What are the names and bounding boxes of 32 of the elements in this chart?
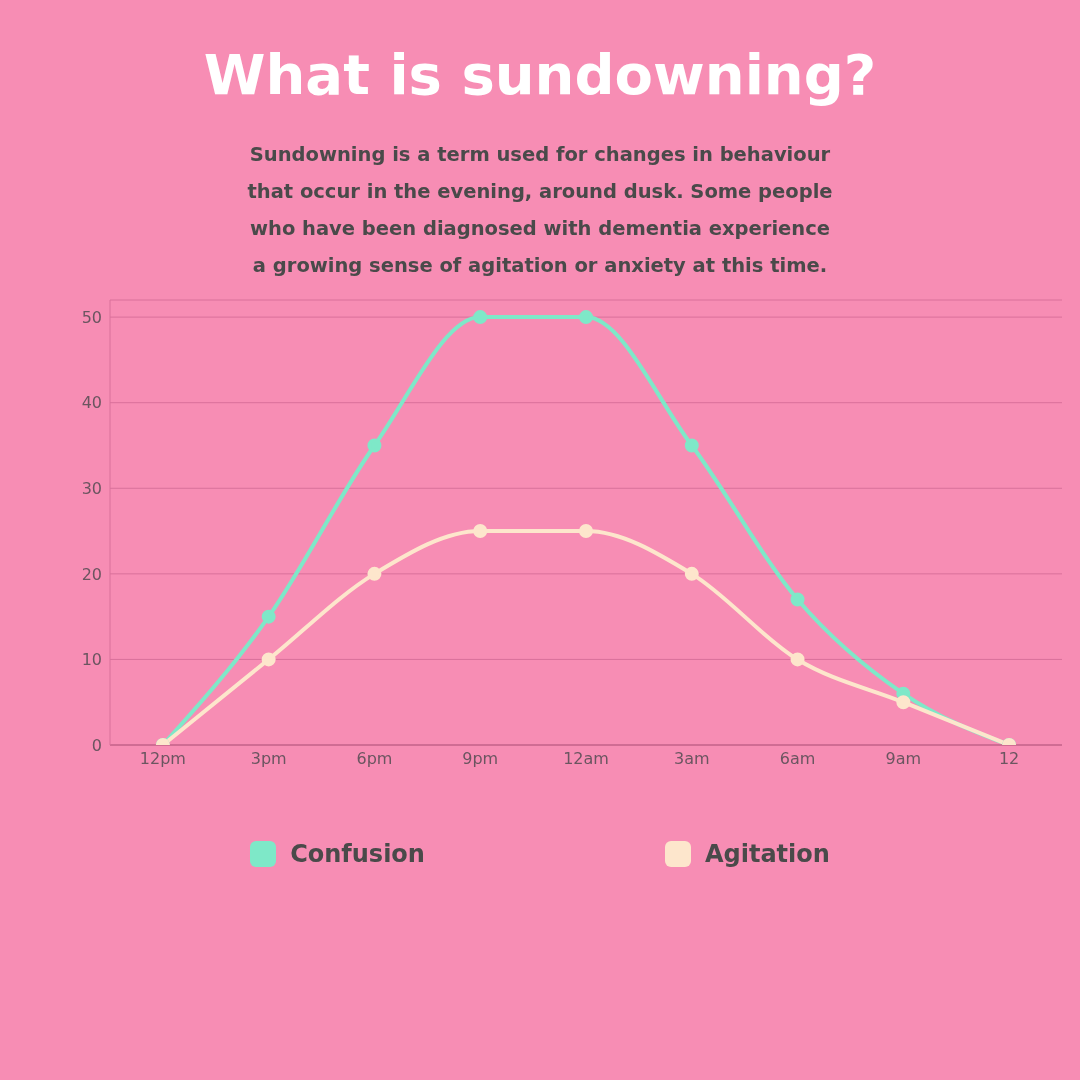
x-tick-label: 9am (885, 749, 922, 769)
y-tick-label: 40 (81, 393, 102, 413)
legend-label: Agitation (704, 840, 830, 868)
legend-label: Confusion (290, 840, 425, 868)
point (367, 438, 382, 453)
x-tick-label: 3pm (250, 749, 287, 769)
point (684, 438, 699, 453)
y-tick-label: 0 (91, 735, 102, 755)
chart-subtitle: Sundowning is a term used for changes in behaviour that occur in the evening, around dusk. Some people who have been diagnosed with dementia experience a growing sense of agitation or anxiety at this time. (246, 142, 834, 279)
x-tick-label: 9pm (462, 749, 499, 769)
x-tick-label: 6pm (356, 749, 393, 769)
y-tick-label: 20 (81, 564, 102, 584)
x-tick-label: 12 (998, 749, 1020, 769)
point (790, 592, 805, 607)
point (790, 652, 805, 667)
x-tick-label: 12pm (139, 749, 186, 769)
point (261, 609, 276, 624)
point (579, 310, 593, 325)
point (367, 566, 382, 581)
point (473, 524, 488, 539)
x-tick-label: 12am (563, 749, 609, 769)
point (261, 652, 276, 667)
point (684, 566, 699, 581)
y-tick-label: 50 (81, 307, 102, 327)
chart-title: What is sundowning? (202, 42, 878, 107)
point (473, 310, 488, 325)
x-tick-label: 3am (673, 749, 710, 769)
point (896, 695, 911, 710)
y-tick-label: 30 (81, 478, 102, 498)
x-tick-label: 6am (779, 749, 816, 769)
y-tick-label: 10 (81, 650, 102, 670)
point (579, 524, 593, 539)
